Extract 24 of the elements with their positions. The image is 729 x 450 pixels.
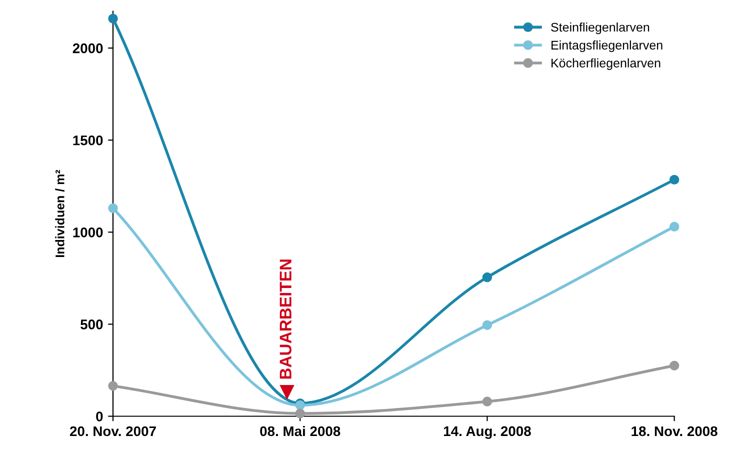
- annotation: BAUARBEITEN: [280, 260, 292, 379]
- x-tick-label: 14. Aug. 2008: [444, 426, 531, 439]
- x-tick-label: 18. Nov. 2008: [632, 426, 718, 436]
- y-tick-label: 2000: [72, 43, 103, 54]
- point: [295, 408, 305, 418]
- y-axis-title: Individuen / m²: [55, 170, 64, 258]
- point: [482, 396, 492, 406]
- y-tick-label: 1000: [73, 227, 103, 238]
- legend-label: Steinfliegenlarven: [551, 22, 650, 34]
- point: [108, 381, 118, 391]
- y-tick-label: 500: [80, 320, 103, 330]
- legend-label: Köcherfliegenlarven: [552, 58, 660, 70]
- y-tick-label: 0: [96, 412, 103, 422]
- point: [669, 174, 680, 185]
- point: [108, 203, 118, 214]
- point: [482, 320, 492, 330]
- point: [669, 222, 680, 232]
- legend-label: Eintagsfliegenlarven: [552, 40, 662, 52]
- point: [108, 14, 118, 24]
- y-tick-label: 1500: [73, 135, 103, 146]
- x-tick-label: 20. Nov. 2007: [70, 426, 156, 436]
- x-tick-label: 08. Mai 2008: [260, 426, 340, 436]
- point: [482, 272, 492, 282]
- point: [669, 360, 680, 370]
